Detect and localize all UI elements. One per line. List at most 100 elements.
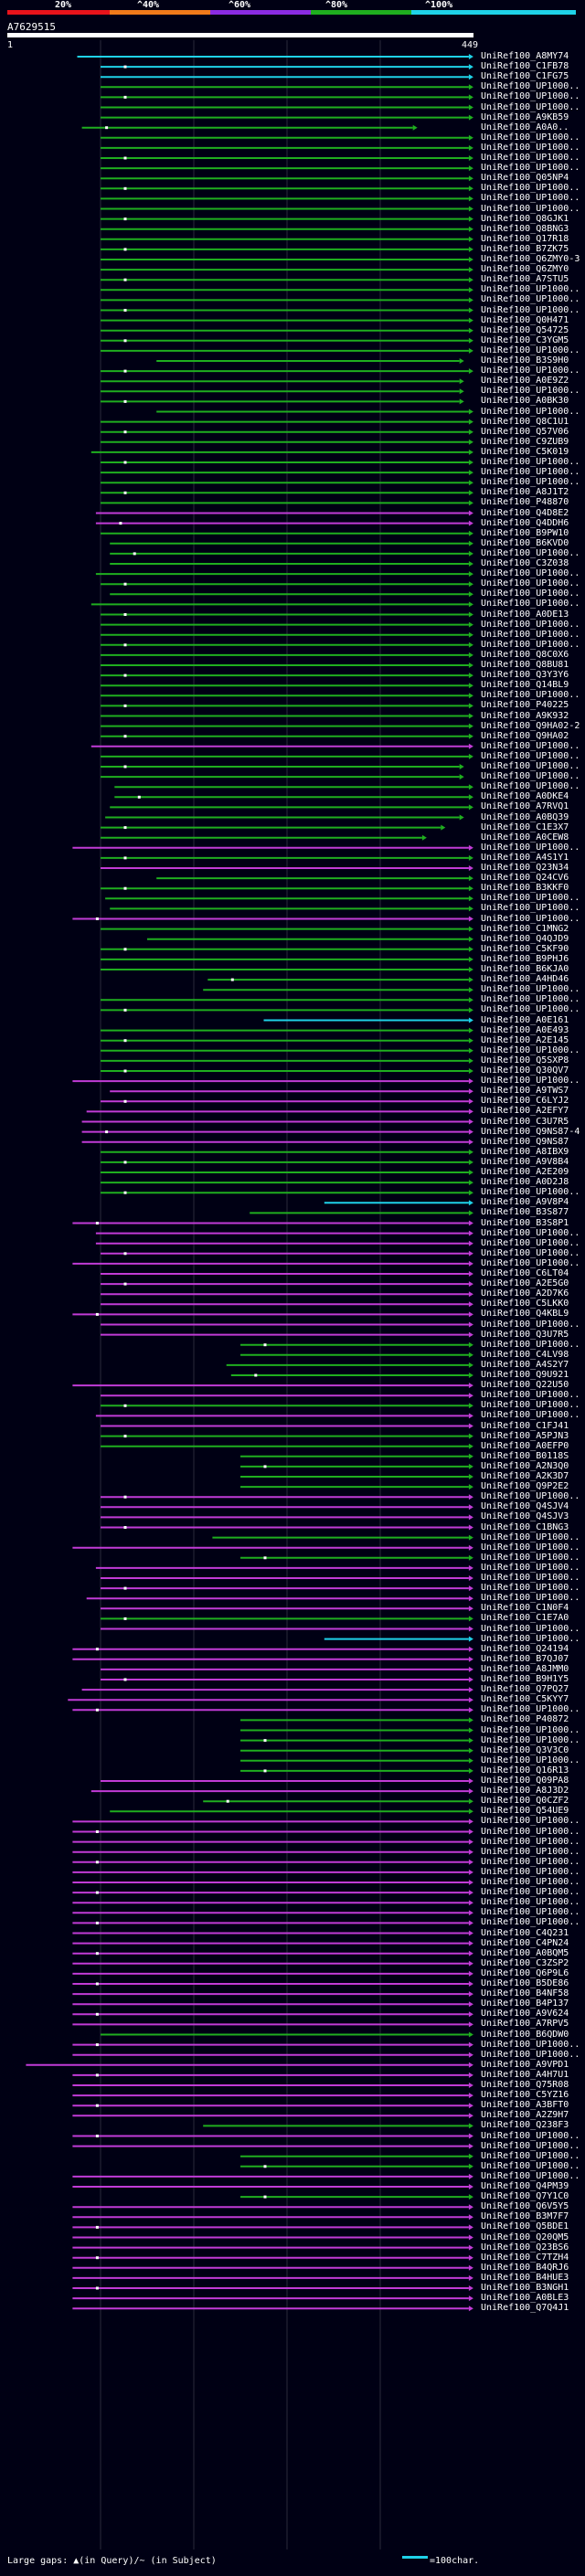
hit-label[interactable]: UniRef100_A9K932	[481, 710, 569, 721]
hit-label[interactable]: UniRef100_UP1000..	[481, 1076, 580, 1087]
hit-label[interactable]: UniRef100_P40872	[481, 1714, 569, 1725]
hit-label[interactable]: UniRef100_B6KJA0	[481, 964, 569, 974]
hit-label[interactable]: UniRef100_C1E3X7	[481, 822, 569, 832]
hit-label[interactable]: UniRef100_UP1000..	[481, 1887, 580, 1898]
hit-label[interactable]: UniRef100_Q4PM39	[481, 2181, 569, 2191]
hit-label[interactable]: UniRef100_A0DE13	[481, 609, 569, 620]
hit-label[interactable]: UniRef100_B3KKF0	[481, 883, 569, 894]
hit-label[interactable]: UniRef100_Q75R08	[481, 2080, 569, 2090]
hit-label[interactable]: UniRef100_A8J1T2	[481, 487, 569, 498]
hit-label[interactable]: UniRef100_A7RPV5	[481, 2019, 569, 2030]
hit-label[interactable]: UniRef100_B0118S	[481, 1450, 569, 1461]
hit-label[interactable]: UniRef100_UP1000..	[481, 750, 580, 761]
hit-label[interactable]: UniRef100_UP1000..	[481, 771, 580, 782]
hit-label[interactable]: UniRef100_UP1000..	[481, 1532, 580, 1542]
hit-label[interactable]: UniRef100_C4PN24	[481, 1937, 569, 1948]
hit-label[interactable]: UniRef100_Q14BL9	[481, 680, 569, 691]
hit-label[interactable]: UniRef100_A4HD46	[481, 974, 569, 985]
hit-label[interactable]: UniRef100_UP1000..	[481, 284, 580, 295]
hit-label[interactable]: UniRef100_B3S8P1	[481, 1217, 569, 1228]
hit-label[interactable]: UniRef100_Q4SJV3	[481, 1511, 569, 1522]
hit-label[interactable]: UniRef100_UP1000..	[481, 193, 580, 204]
hit-label[interactable]: UniRef100_A8JMM0	[481, 1663, 569, 1674]
hit-label[interactable]: UniRef100_UP1000..	[481, 781, 580, 792]
hit-label[interactable]: UniRef100_UP1000..	[481, 568, 580, 579]
hit-label[interactable]: UniRef100_C1N0F4	[481, 1603, 569, 1614]
hit-label[interactable]: UniRef100_P48870	[481, 497, 569, 508]
hit-label[interactable]: UniRef100_Q4D8E2	[481, 507, 569, 518]
hit-label[interactable]: UniRef100_Q238F3	[481, 2120, 569, 2131]
hit-label[interactable]: UniRef100_UP1000..	[481, 1583, 580, 1594]
hit-label[interactable]: UniRef100_C7TZH4	[481, 2252, 569, 2263]
hit-label[interactable]: UniRef100_UP1000..	[481, 1410, 580, 1421]
hit-label[interactable]: UniRef100_B3S877	[481, 1207, 569, 1218]
hit-label[interactable]: UniRef100_UP1000..	[481, 578, 580, 589]
hit-label[interactable]: UniRef100_B9PHJ6	[481, 953, 569, 964]
hit-label[interactable]: UniRef100_A4H7U1	[481, 2069, 569, 2080]
hit-label[interactable]: UniRef100_B3S9H0	[481, 355, 569, 366]
hit-label[interactable]: UniRef100_B9PW10	[481, 527, 569, 538]
hit-label[interactable]: UniRef100_A2E209	[481, 1167, 569, 1177]
hit-label[interactable]: UniRef100_C5YZ16	[481, 2090, 569, 2101]
hit-label[interactable]: UniRef100_Q6P9L6	[481, 1967, 569, 1978]
hit-label[interactable]: UniRef100_UP1000..	[481, 761, 580, 771]
hit-label[interactable]: UniRef100_B4QRJ6	[481, 2262, 569, 2273]
hit-label[interactable]: UniRef100_UP1000..	[481, 294, 580, 305]
hit-label[interactable]: UniRef100_Q3Y3Y6	[481, 670, 569, 681]
hit-label[interactable]: UniRef100_UP1000..	[481, 1623, 580, 1634]
hit-label[interactable]: UniRef100_UP1000..	[481, 1552, 580, 1563]
hit-label[interactable]: UniRef100_C5KF90	[481, 943, 569, 954]
hit-label[interactable]: UniRef100_Q4DDH6	[481, 517, 569, 528]
hit-label[interactable]: UniRef100_C4Q231	[481, 1927, 569, 1938]
hit-label[interactable]: UniRef100_C1BNG3	[481, 1521, 569, 1532]
hit-label[interactable]: UniRef100_Q4SJV4	[481, 1501, 569, 1512]
hit-label[interactable]: UniRef100_A4S1Y1	[481, 852, 569, 863]
hit-label[interactable]: UniRef100_Q24CV6	[481, 873, 569, 884]
hit-label[interactable]: UniRef100_UP1000..	[481, 163, 580, 174]
hit-label[interactable]: UniRef100_B9H1Y5	[481, 1674, 569, 1684]
hit-label[interactable]: UniRef100_C1FB78	[481, 61, 569, 72]
hit-label[interactable]: UniRef100_Q17R18	[481, 233, 569, 244]
hit-label[interactable]: UniRef100_A0D2J8	[481, 1177, 569, 1188]
hit-label[interactable]: UniRef100_UP1000..	[481, 304, 580, 315]
hit-label[interactable]: UniRef100_UP1000..	[481, 1754, 580, 1765]
hit-label[interactable]: UniRef100_A0E9Z2	[481, 376, 569, 387]
hit-label[interactable]: UniRef100_Q8BNG3	[481, 223, 569, 234]
hit-label[interactable]: UniRef100_Q54UE9	[481, 1806, 569, 1817]
hit-label[interactable]: UniRef100_UP1000..	[481, 588, 580, 599]
hit-label[interactable]: UniRef100_UP1000..	[481, 183, 580, 194]
hit-label[interactable]: UniRef100_UP1000..	[481, 153, 580, 163]
hit-label[interactable]: UniRef100_UP1000..	[481, 1897, 580, 1908]
hit-label[interactable]: UniRef100_A7STU5	[481, 274, 569, 285]
hit-label[interactable]: UniRef100_A5PJN3	[481, 1430, 569, 1441]
hit-label[interactable]: UniRef100_Q4KBL9	[481, 1309, 569, 1320]
hit-label[interactable]: UniRef100_Q6ZMY0	[481, 264, 569, 275]
hit-label[interactable]: UniRef100_Q4QJD9	[481, 933, 569, 944]
hit-label[interactable]: UniRef100_A7RVQ1	[481, 801, 569, 812]
hit-label[interactable]: UniRef100_UP1000..	[481, 629, 580, 640]
hit-label[interactable]: UniRef100_A0DKE4	[481, 791, 569, 802]
hit-label[interactable]: UniRef100_UP1000..	[481, 1826, 580, 1837]
query-id[interactable]: A7629515	[7, 21, 56, 33]
hit-label[interactable]: UniRef100_UP1000..	[481, 842, 580, 853]
hit-label[interactable]: UniRef100_C6LT04	[481, 1268, 569, 1278]
hit-label[interactable]: UniRef100_UP1000..	[481, 1247, 580, 1258]
hit-label[interactable]: UniRef100_Q7Q4J1	[481, 2303, 569, 2314]
hit-label[interactable]: UniRef100_UP1000..	[481, 345, 580, 355]
hit-label[interactable]: UniRef100_Q0CZF2	[481, 1796, 569, 1807]
hit-label[interactable]: UniRef100_C3Z038	[481, 558, 569, 568]
hit-label[interactable]: UniRef100_Q24194	[481, 1643, 569, 1654]
hit-label[interactable]: UniRef100_UP1000..	[481, 1866, 580, 1877]
hit-label[interactable]: UniRef100_UP1000..	[481, 639, 580, 650]
hit-label[interactable]: UniRef100_UP1000..	[481, 2049, 580, 2060]
hit-label[interactable]: UniRef100_UP1000..	[481, 1573, 580, 1583]
hit-label[interactable]: UniRef100_Q9HA02-2	[481, 720, 580, 731]
hit-label[interactable]: UniRef100_A2D7K6	[481, 1288, 569, 1299]
hit-label[interactable]: UniRef100_Q6ZMY0-3	[481, 254, 580, 264]
hit-label[interactable]: UniRef100_P40225	[481, 700, 569, 711]
hit-label[interactable]: UniRef100_Q9NS87	[481, 1136, 569, 1147]
hit-label[interactable]: UniRef100_A0BK30	[481, 396, 569, 407]
hit-label[interactable]: UniRef100_Q8C1U1	[481, 416, 569, 427]
hit-label[interactable]: UniRef100_Q54725	[481, 324, 569, 335]
hit-label[interactable]: UniRef100_UP1000..	[481, 101, 580, 112]
